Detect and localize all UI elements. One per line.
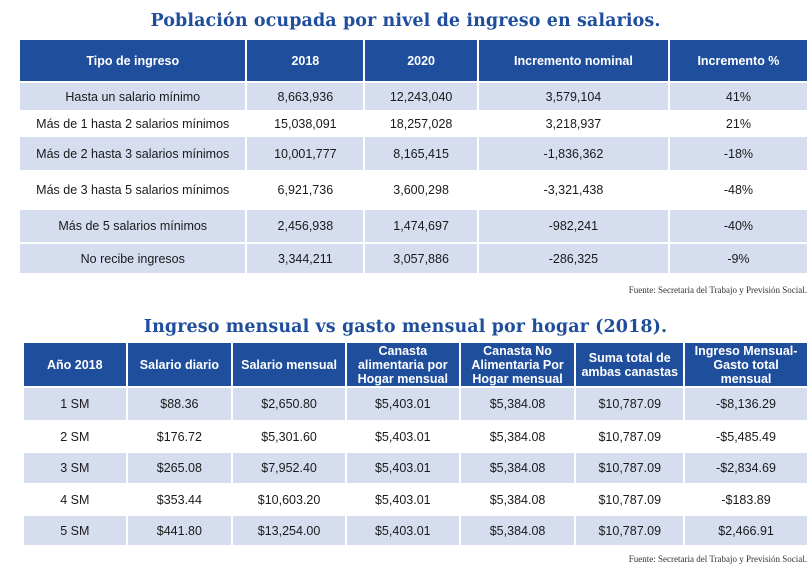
col-header-canasta-no-alimentaria: Canasta No Alimentaria Por Hogar mensual [460, 343, 575, 388]
table-cell: -1,836,362 [478, 137, 668, 172]
table-cell: $2,650.80 [233, 388, 345, 422]
income-vs-expense-table: Año 2018 Salario diario Salario mensual … [22, 343, 809, 547]
table-cell: $7,952.40 [233, 453, 345, 485]
table-cell: $5,301.60 [233, 422, 345, 453]
table-cell: -48% [669, 172, 807, 210]
table-cell: -40% [669, 210, 807, 244]
table-cell: $10,787.09 [576, 422, 684, 453]
table-cell: -982,241 [478, 210, 668, 244]
col-header-salario-mensual: Salario mensual [233, 343, 345, 388]
table-cell: -3,321,438 [478, 172, 668, 210]
table-cell: 2 SM [24, 422, 126, 453]
table-cell: 3,600,298 [365, 172, 477, 210]
table-cell: 1,474,697 [365, 210, 477, 244]
table-cell: 3,057,886 [365, 244, 477, 275]
table-row: No recibe ingresos 3,344,211 3,057,886 -… [20, 244, 807, 275]
table-cell: $5,384.08 [460, 516, 575, 547]
table-cell: $5,403.01 [346, 485, 459, 516]
table-cell: $5,403.01 [346, 516, 459, 547]
table-cell: 8,663,936 [247, 83, 364, 112]
table-cell: -$8,136.29 [685, 388, 807, 422]
table-cell: 3,579,104 [478, 83, 668, 112]
table-row: Más de 5 salarios mínimos 2,456,938 1,47… [20, 210, 807, 244]
table-cell: $441.80 [127, 516, 232, 547]
col-header-anio: Año 2018 [24, 343, 126, 388]
col-header-canasta-alimentaria: Canasta alimentaria por Hogar mensual [346, 343, 459, 388]
table-cell: $10,787.09 [576, 388, 684, 422]
table-cell: $10,787.09 [576, 516, 684, 547]
table-cell: 12,243,040 [365, 83, 477, 112]
table-cell: 6,921,736 [247, 172, 364, 210]
table-cell: 18,257,028 [365, 112, 477, 137]
table-row: 2 SM $176.72 $5,301.60 $5,403.01 $5,384.… [24, 422, 807, 453]
table-cell: $88.36 [127, 388, 232, 422]
table-cell: Más de 2 hasta 3 salarios mínimos [20, 137, 246, 172]
table-cell: 3 SM [24, 453, 126, 485]
table-header-row: Año 2018 Salario diario Salario mensual … [24, 343, 807, 388]
table-row: Hasta un salario mínimo 8,663,936 12,243… [20, 83, 807, 112]
table-row: Más de 2 hasta 3 salarios mínimos 10,001… [20, 137, 807, 172]
table-cell: $10,603.20 [233, 485, 345, 516]
table-row: 5 SM $441.80 $13,254.00 $5,403.01 $5,384… [24, 516, 807, 547]
table-cell: $5,403.01 [346, 388, 459, 422]
col-header-suma-total: Suma total de ambas canastas [576, 343, 684, 388]
table-cell: $176.72 [127, 422, 232, 453]
table-cell: 41% [669, 83, 807, 112]
table-cell: 5 SM [24, 516, 126, 547]
table-cell: 10,001,777 [247, 137, 364, 172]
table-cell: 2,456,938 [247, 210, 364, 244]
table-cell: Más de 5 salarios mínimos [20, 210, 246, 244]
col-header-salario-diario: Salario diario [127, 343, 232, 388]
table-cell: $5,403.01 [346, 422, 459, 453]
table-row: Más de 3 hasta 5 salarios mínimos 6,921,… [20, 172, 807, 210]
table-cell: 1 SM [24, 388, 126, 422]
table2-source-note: Fuente: Secretaria del Trabajo y Previsi… [628, 554, 807, 564]
table-cell: $265.08 [127, 453, 232, 485]
table-cell: Más de 3 hasta 5 salarios mínimos [20, 172, 246, 210]
table-cell: $5,384.08 [460, 422, 575, 453]
table-cell: $10,787.09 [576, 485, 684, 516]
table2-title: Ingreso mensual vs gasto mensual por hog… [143, 317, 668, 337]
table-cell: $13,254.00 [233, 516, 345, 547]
col-header-incremento-nominal: Incremento nominal [478, 40, 668, 83]
table-header-row: Tipo de ingreso 2018 2020 Incremento nom… [20, 40, 807, 83]
table-cell: $353.44 [127, 485, 232, 516]
table-row: 4 SM $353.44 $10,603.20 $5,403.01 $5,384… [24, 485, 807, 516]
table-row: Más de 1 hasta 2 salarios mínimos 15,038… [20, 112, 807, 137]
table-row: 1 SM $88.36 $2,650.80 $5,403.01 $5,384.0… [24, 388, 807, 422]
table-row: 3 SM $265.08 $7,952.40 $5,403.01 $5,384.… [24, 453, 807, 485]
table-cell: 15,038,091 [247, 112, 364, 137]
table-cell: $5,403.01 [346, 453, 459, 485]
table-cell: No recibe ingresos [20, 244, 246, 275]
col-header-2018: 2018 [247, 40, 364, 83]
table-cell: 4 SM [24, 485, 126, 516]
col-header-tipo: Tipo de ingreso [20, 40, 246, 83]
table-cell: $10,787.09 [576, 453, 684, 485]
col-header-ingreso-gasto: Ingreso Mensual-Gasto total mensual [685, 343, 807, 388]
table-cell: -18% [669, 137, 807, 172]
table-cell: $5,384.08 [460, 485, 575, 516]
col-header-incremento-pct: Incremento % [669, 40, 807, 83]
table1-source-note: Fuente: Secretaria del Trabajo y Previsi… [628, 285, 807, 295]
table-cell: $5,384.08 [460, 388, 575, 422]
table-cell: -286,325 [478, 244, 668, 275]
table-cell: $2,466.91 [685, 516, 807, 547]
table-cell: 3,218,937 [478, 112, 668, 137]
table-cell: Más de 1 hasta 2 salarios mínimos [20, 112, 246, 137]
table-cell: $5,384.08 [460, 453, 575, 485]
table1-title: Población ocupada por nivel de ingreso e… [150, 11, 661, 31]
table-cell: -$5,485.49 [685, 422, 807, 453]
table-cell: -$2,834.69 [685, 453, 807, 485]
table-cell: Hasta un salario mínimo [20, 83, 246, 112]
table-cell: -9% [669, 244, 807, 275]
income-level-table: Tipo de ingreso 2018 2020 Incremento nom… [18, 40, 809, 275]
table-cell: 21% [669, 112, 807, 137]
col-header-2020: 2020 [365, 40, 477, 83]
table-cell: -$183.89 [685, 485, 807, 516]
table-cell: 8,165,415 [365, 137, 477, 172]
table-cell: 3,344,211 [247, 244, 364, 275]
